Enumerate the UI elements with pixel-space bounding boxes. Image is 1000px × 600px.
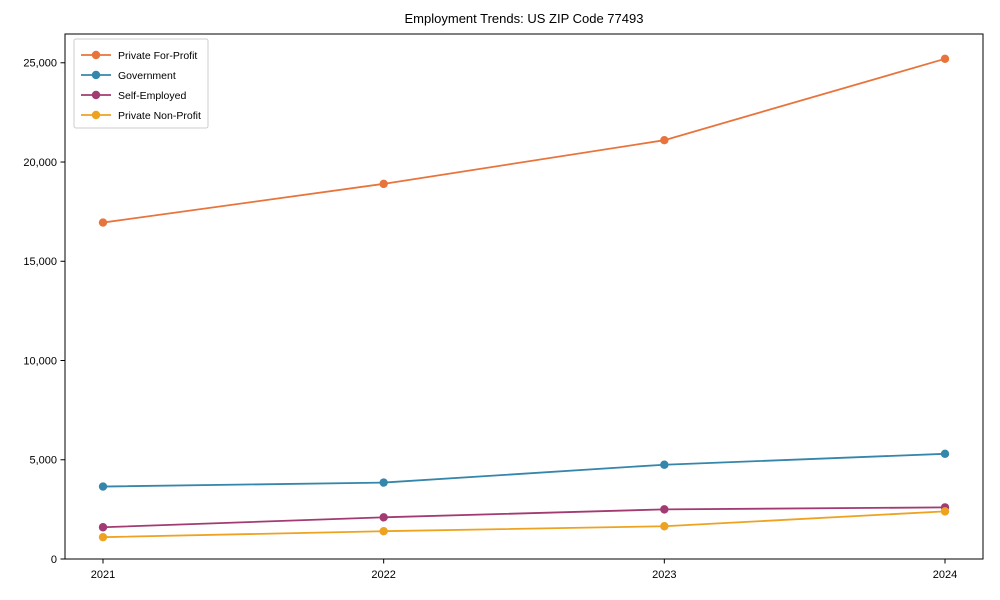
data-point xyxy=(98,218,108,227)
chart-title: Employment Trends: US ZIP Code 77493 xyxy=(405,11,644,26)
y-tick-label: 5,000 xyxy=(29,455,57,467)
series-line xyxy=(102,510,946,539)
data-point xyxy=(98,523,108,532)
series-line xyxy=(102,57,946,224)
series-line xyxy=(102,452,946,488)
legend-marker-dot xyxy=(91,70,101,80)
data-point xyxy=(379,513,388,522)
y-tick-label: 20,000 xyxy=(23,157,57,169)
data-point xyxy=(660,460,669,469)
data-point xyxy=(379,478,388,487)
y-tick-label: 0 xyxy=(51,554,57,566)
y-tick-label: 25,000 xyxy=(23,58,57,70)
data-point xyxy=(940,507,950,516)
data-point xyxy=(940,54,950,64)
legend xyxy=(73,38,209,129)
series-line xyxy=(102,506,946,529)
legend-item-label: Private Non-Profit xyxy=(118,110,201,122)
data-point xyxy=(660,135,669,145)
legend-item-label: Government xyxy=(118,70,176,82)
data-point xyxy=(98,532,108,542)
x-tick-label: 2023 xyxy=(652,569,676,581)
legend-item-label: Private For-Profit xyxy=(118,50,197,62)
legend-marker-dot xyxy=(91,50,101,60)
y-tick-label: 10,000 xyxy=(23,355,57,367)
legend-item-label: Self-Employed xyxy=(118,90,186,102)
data-point xyxy=(98,482,108,491)
x-tick-label: 2021 xyxy=(91,569,115,581)
x-tick-label: 2022 xyxy=(371,569,395,581)
y-tick-label: 15,000 xyxy=(23,256,57,268)
legend-marker-dot xyxy=(91,110,101,120)
data-point xyxy=(660,505,669,514)
legend-marker-dot xyxy=(91,90,101,100)
data-point xyxy=(379,179,388,189)
plot-area xyxy=(64,33,984,560)
data-point xyxy=(379,527,388,536)
data-point xyxy=(940,449,950,459)
data-point xyxy=(660,522,669,531)
x-tick-label: 2024 xyxy=(933,569,957,581)
